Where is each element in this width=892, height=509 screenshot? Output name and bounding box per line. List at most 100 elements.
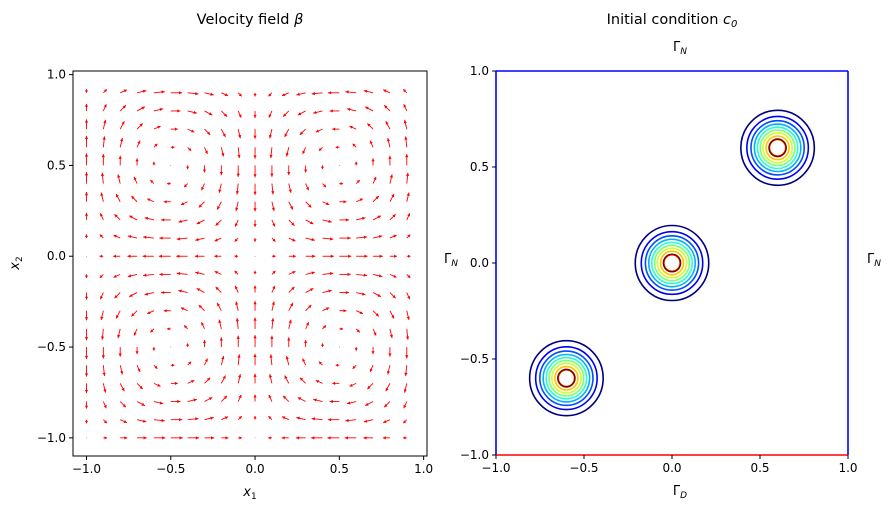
y-tick-label: 0.5 — [47, 158, 66, 172]
velocity-arrow — [329, 399, 340, 404]
velocity-arrow — [114, 292, 121, 299]
velocity-arrow — [201, 183, 205, 191]
velocity-arrow — [311, 92, 323, 96]
velocity-arrow — [219, 165, 223, 176]
velocity-arrow — [403, 119, 408, 130]
velocity-arrow — [389, 273, 397, 278]
velocity-arrow — [268, 110, 273, 118]
velocity-arrow — [322, 183, 327, 188]
velocity-arrow — [363, 436, 374, 440]
velocity-arrow — [128, 292, 138, 298]
velocity-arrow — [268, 394, 273, 402]
velocity-arrow — [339, 309, 347, 313]
velocity-arrow — [153, 382, 161, 387]
velocity-arrow — [114, 213, 121, 221]
velocity-arrow — [186, 343, 190, 348]
contour-level — [765, 135, 790, 161]
velocity-arrow — [235, 301, 239, 311]
velocity-arrow — [237, 110, 242, 118]
velocity-arrow — [204, 436, 215, 440]
y-tick-label: −1.0 — [460, 448, 489, 462]
velocity-arrow — [339, 236, 351, 240]
velocity-arrow — [322, 219, 332, 223]
velocity-arrow — [170, 363, 175, 367]
velocity-arrow — [253, 301, 257, 311]
velocity-arrow — [271, 201, 275, 212]
velocity-arrow — [305, 183, 310, 191]
velocity-arrow — [198, 201, 205, 208]
velocity-arrow — [285, 147, 290, 157]
velocity-arrow — [99, 292, 104, 300]
x-tick-label: 0.0 — [662, 461, 681, 475]
velocity-arrow — [170, 145, 175, 149]
velocity-arrow — [178, 289, 188, 293]
contour-level — [644, 235, 700, 291]
velocity-arrow — [383, 104, 391, 112]
velocity-arrow — [235, 317, 239, 329]
velocity-arrow — [253, 165, 257, 178]
boundary-label-top: ΓN — [673, 40, 687, 57]
velocity-arrow — [198, 304, 205, 312]
velocity-arrow — [118, 347, 122, 357]
velocity-arrow — [102, 136, 106, 148]
velocity-arrow — [371, 158, 375, 166]
velocity-arrow — [288, 319, 292, 329]
velocity-arrow — [84, 135, 89, 148]
velocity-arrow — [143, 273, 154, 277]
velocity-arrow — [253, 129, 257, 139]
velocity-arrow — [100, 192, 104, 202]
velocity-arrow — [339, 200, 347, 204]
velocity-arrow — [99, 274, 104, 279]
velocity-arrow — [214, 270, 222, 275]
velocity-arrow — [367, 123, 374, 130]
boundary-label-left: ΓN — [444, 252, 458, 269]
velocity-arrow — [84, 153, 89, 166]
velocity-arrow — [170, 418, 183, 422]
velocity-arrow — [153, 143, 158, 148]
velocity-arrow — [299, 128, 306, 136]
velocity-arrow — [204, 92, 214, 96]
velocity-arrow — [234, 270, 239, 275]
velocity-arrow — [335, 145, 340, 149]
contour-level — [551, 362, 582, 394]
velocity-arrow — [176, 254, 188, 258]
velocity-arrow — [253, 110, 257, 119]
velocity-arrow — [385, 121, 391, 130]
contour-level — [545, 356, 588, 400]
velocity-arrow — [119, 104, 127, 112]
velocity-arrow — [339, 181, 344, 186]
velocity-arrow — [221, 395, 228, 402]
velocity-arrow — [161, 218, 171, 222]
velocity-arrow — [201, 321, 205, 330]
velocity-arrow — [404, 136, 408, 148]
velocity-title: Velocity field β — [197, 12, 304, 28]
velocity-arrow — [406, 310, 410, 321]
velocity-arrow — [269, 147, 273, 159]
velocity-arrow — [382, 436, 390, 440]
velocity-arrow — [153, 107, 164, 112]
velocity-arrow — [119, 401, 127, 408]
velocity-arrow — [406, 254, 411, 258]
velocity-arrow — [253, 335, 257, 348]
velocity-arrow — [288, 219, 295, 226]
velocity-arrow — [178, 219, 188, 223]
velocity-arrow — [214, 237, 222, 242]
velocity-arrow — [136, 401, 146, 407]
velocity-arrow — [84, 328, 89, 341]
y-tick-label: −0.5 — [37, 340, 66, 354]
x-tick-label: 0.0 — [246, 462, 265, 476]
velocity-arrow — [281, 436, 289, 440]
velocity-arrow — [288, 237, 296, 242]
velocity-arrow — [204, 147, 208, 155]
velocity-arrow — [102, 365, 106, 377]
velocity-arrow — [270, 335, 274, 348]
velocity-arrow — [389, 174, 393, 184]
velocity-arrow — [282, 110, 290, 117]
velocity-arrow — [253, 415, 257, 420]
velocity-arrow — [311, 436, 323, 440]
velocity-arrow — [313, 110, 323, 114]
velocity-arrow — [84, 119, 89, 130]
velocity-arrow — [305, 201, 312, 208]
velocity-arrow — [389, 292, 396, 299]
velocity-arrow — [318, 361, 323, 366]
